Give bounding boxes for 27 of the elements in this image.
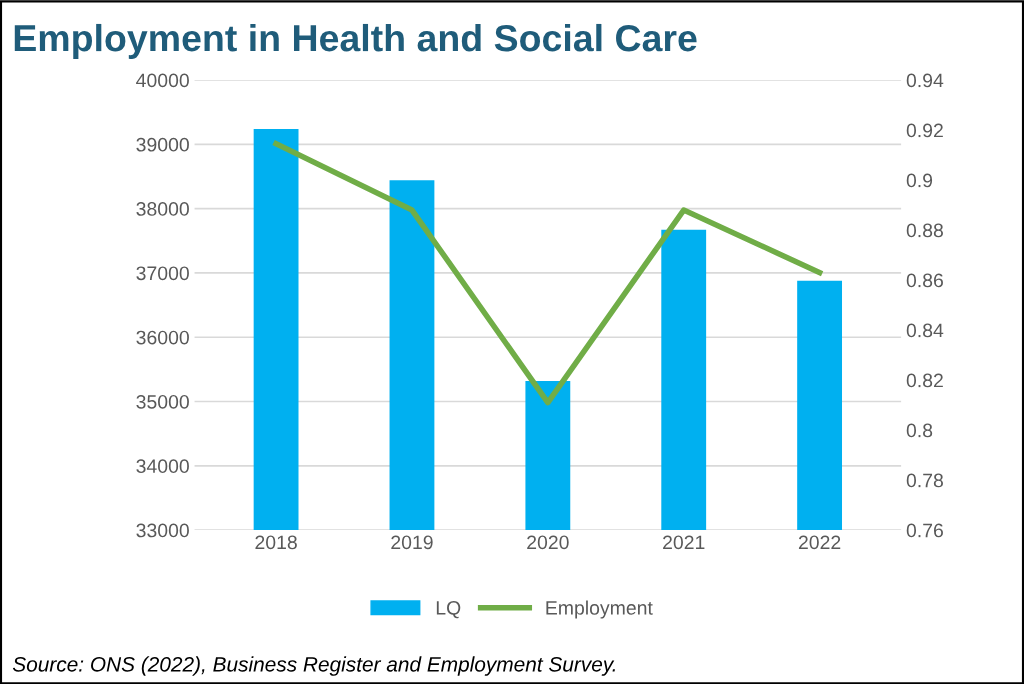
legend-label: LQ — [436, 601, 461, 619]
y-tick-label: 38000 — [136, 202, 189, 216]
y-tick-label: 39000 — [136, 137, 189, 152]
y2-tick-label: 0.8 — [906, 423, 933, 438]
y2-tick-label: 0.86 — [906, 273, 943, 288]
x-tick-label: 2022 — [798, 535, 841, 550]
y2-tick-label: 0.9 — [906, 173, 933, 188]
y-tick-label: 36000 — [136, 330, 189, 345]
y2-tick-label: 0.88 — [906, 223, 943, 238]
source-note: Source: ONS (2022), Business Register and Employment Survey. — [12, 656, 615, 676]
y-tick-label: 40000 — [136, 73, 189, 88]
x-tick-label: 2019 — [391, 535, 433, 550]
y2-tick-label: 0.82 — [906, 373, 943, 388]
x-tick-label: 2021 — [663, 535, 705, 550]
x-tick-label: 2020 — [527, 535, 569, 550]
y-tick-label: 37000 — [136, 266, 189, 281]
chart-title: Employment in Health and Social Care — [14, 23, 697, 59]
legend-label: Employment — [546, 600, 653, 619]
y2-tick-label: 0.94 — [906, 73, 944, 88]
y-tick-label: 34000 — [136, 459, 189, 474]
y2-tick-label: 0.76 — [906, 523, 943, 538]
y2-tick-label: 0.78 — [906, 473, 943, 488]
y2-tick-label: 0.92 — [906, 123, 943, 138]
y-tick-label: 33000 — [136, 523, 189, 538]
y-tick-label: 35000 — [136, 394, 189, 409]
y2-tick-label: 0.84 — [906, 323, 944, 338]
x-tick-label: 2018 — [255, 535, 297, 550]
